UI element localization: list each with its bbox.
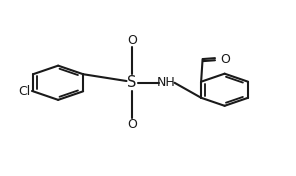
Text: Cl: Cl: [19, 85, 31, 98]
Text: S: S: [127, 75, 136, 90]
Text: NH: NH: [157, 76, 176, 89]
Text: O: O: [127, 118, 137, 131]
Text: O: O: [220, 53, 230, 66]
Text: O: O: [127, 34, 137, 47]
